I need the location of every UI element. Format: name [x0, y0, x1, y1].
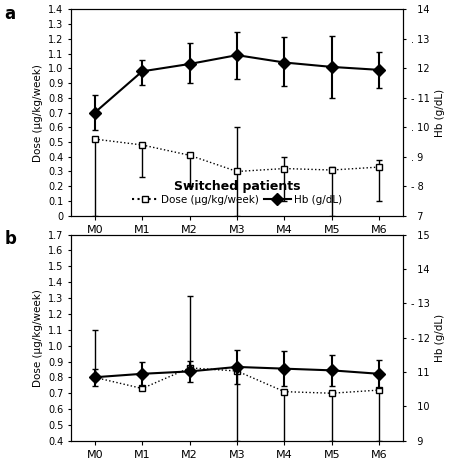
Legend: Dose (μg/kg/week), Hb (g/dL): Dose (μg/kg/week), Hb (g/dL)	[128, 191, 346, 209]
Y-axis label: Dose (μg/kg/week): Dose (μg/kg/week)	[33, 64, 43, 162]
Text: b: b	[5, 230, 17, 248]
Y-axis label: Hb (g/dL): Hb (g/dL)	[435, 314, 445, 362]
Y-axis label: Hb (g/dL): Hb (g/dL)	[435, 89, 445, 137]
Title: Switched patients: Switched patients	[174, 180, 300, 193]
Text: a: a	[5, 5, 16, 23]
Y-axis label: Dose (μg/kg/week): Dose (μg/kg/week)	[33, 289, 43, 387]
